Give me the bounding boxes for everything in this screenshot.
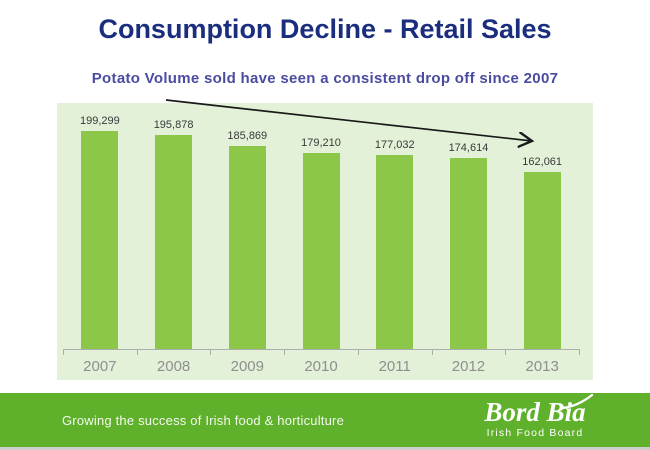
bar-chart: 199,299 195,878 185,869 179,210 177,032 174,6…: [57, 103, 593, 380]
bars-area: 199,299 195,878 185,869 179,210 177,032 174,6…: [63, 103, 579, 349]
axis-tick: [432, 349, 433, 355]
bar-value-label: 195,878: [153, 119, 194, 131]
x-axis-label-2011: 2011: [378, 358, 411, 375]
bar-value-label: 179,210: [301, 137, 341, 149]
bar-value-label: 174,614: [448, 142, 489, 154]
x-axis-label-2012: 2012: [451, 358, 486, 375]
bar-group-2007: 199,299: [63, 103, 137, 349]
footer-bottom-strip: [0, 447, 650, 450]
bar-2013: [523, 172, 561, 349]
x-axis-label-2009: 2009: [230, 358, 264, 375]
axis-tick: [137, 349, 138, 355]
bar-group-2008: 195,878: [137, 103, 211, 349]
bar-2012: [449, 158, 487, 349]
logo-subtext: Irish Food Board: [486, 427, 584, 439]
footer-bar: Growing the success of Irish food & hort…: [0, 393, 650, 447]
x-axis-line: [63, 349, 579, 350]
bord-bia-logo: Bord Bia Irish Food Board: [470, 394, 600, 439]
bar-group-2011: 177,032: [358, 103, 432, 349]
x-axis-label-2010: 2010: [304, 358, 338, 375]
bar-value-label: 162,061: [522, 156, 563, 168]
axis-tick: [579, 349, 580, 355]
footer-tagline: Growing the success of Irish food & hort…: [62, 412, 345, 428]
axis-tick: [284, 349, 285, 355]
bar-2007: [81, 131, 119, 349]
axis-tick: [210, 349, 211, 355]
x-axis-label-2008: 2008: [156, 358, 191, 375]
bar-2010: [302, 153, 340, 349]
bar-2011: [376, 155, 414, 349]
bar-group-2010: 179,210: [284, 103, 358, 349]
axis-tick: [63, 349, 64, 355]
bar-value-label: 199,299: [79, 115, 120, 127]
bar-value-label: 177,032: [374, 139, 415, 151]
leaf-swoosh-icon: [560, 394, 594, 410]
bar-2008: [155, 135, 193, 349]
bar-2009: [228, 146, 266, 349]
axis-tick: [505, 349, 506, 355]
bar-group-2009: 185,869: [210, 103, 284, 349]
slide-title: Consumption Decline - Retail Sales: [98, 14, 552, 44]
bar-group-2012: 174,614: [432, 103, 506, 349]
slide-subtitle: Potato Volume sold have seen a consisten…: [91, 70, 559, 87]
axis-tick: [358, 349, 359, 355]
logo-text: Bord Bia: [484, 397, 586, 427]
x-axis-labels: 2007 2008 2009 2010 2011 2012 2013: [63, 355, 579, 375]
bar-value-label: 185,869: [227, 130, 268, 142]
x-axis-label-2007: 2007: [83, 358, 117, 375]
bar-group-2013: 162,061: [505, 103, 579, 349]
x-axis-label-2013: 2013: [525, 358, 559, 375]
